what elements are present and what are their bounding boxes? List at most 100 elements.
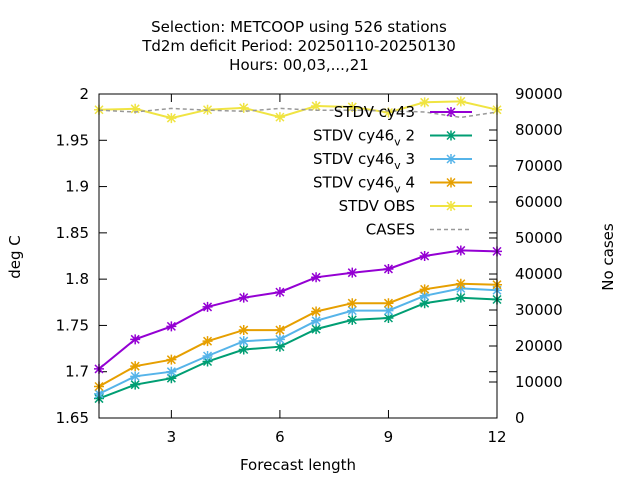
legend-label: STDV cy43 <box>334 103 415 121</box>
y-axis-label: deg C <box>6 235 24 279</box>
legend-label: STDV OBS <box>339 197 415 215</box>
series-stdv-cy46-v2 <box>94 292 502 404</box>
data-point <box>446 201 456 211</box>
data-point <box>347 305 358 316</box>
y2-tick-label: 50000 <box>515 229 563 247</box>
title-line-3: Hours: 00,03,...,21 <box>229 56 369 74</box>
data-point <box>202 356 213 367</box>
x-axis-label: Forecast length <box>240 456 356 474</box>
x-tick-label: 6 <box>275 428 285 446</box>
y-tick-label: 1.65 <box>56 409 89 427</box>
data-point <box>419 290 430 301</box>
x-tick-label: 9 <box>384 428 394 446</box>
y-tick-label: 1.75 <box>56 316 89 334</box>
data-point <box>238 336 249 347</box>
series-line <box>98 296 498 400</box>
data-point <box>311 101 322 112</box>
legend-label: STDV cy46v 4 <box>313 174 415 196</box>
y2-tick-label: 60000 <box>515 193 563 211</box>
data-point <box>311 324 322 335</box>
data-point <box>419 298 430 309</box>
plot-frame <box>98 93 498 419</box>
legend-label: STDV cy46v 2 <box>313 127 415 149</box>
x-tick-label: 12 <box>487 428 506 446</box>
x-tick-label: 3 <box>167 428 177 446</box>
y-tick-label: 1.8 <box>65 270 89 288</box>
data-point <box>419 97 430 108</box>
y2-tick-label: 80000 <box>515 121 563 139</box>
data-point <box>130 379 141 390</box>
y-tick-label: 1.95 <box>56 131 89 149</box>
data-point <box>383 313 394 324</box>
data-point <box>238 292 249 303</box>
data-point <box>202 301 213 312</box>
data-point <box>130 361 141 372</box>
data-point <box>238 102 249 113</box>
y-tick-label: 1.85 <box>56 224 89 242</box>
data-point <box>446 130 456 141</box>
legend-label: STDV cy46v 3 <box>313 150 415 172</box>
data-point <box>274 341 285 352</box>
y-tick-label: 1.9 <box>65 178 89 196</box>
data-point <box>166 366 177 377</box>
y2-tick-label: 90000 <box>515 85 563 103</box>
data-point <box>166 373 177 384</box>
data-point <box>446 107 456 117</box>
data-point <box>238 344 249 355</box>
data-point <box>166 354 177 365</box>
data-point <box>347 298 358 309</box>
data-point <box>311 315 322 326</box>
axis-ticks: 1.65 1.7 1.75 1.8 1.85 1.9 1.95 2 0 10000 20000 300… <box>56 85 563 446</box>
y2-tick-label: 40000 <box>515 265 563 283</box>
series-line <box>98 287 498 395</box>
series-layer <box>94 96 502 404</box>
data-point <box>455 278 466 289</box>
y-tick-label: 2 <box>79 85 89 103</box>
data-point <box>419 251 430 261</box>
data-point <box>202 350 213 361</box>
data-point <box>383 298 394 309</box>
data-point <box>383 263 394 274</box>
data-point <box>446 154 456 164</box>
data-point <box>383 107 394 118</box>
chart-title: Selection: METCOOP using 526 stations Td… <box>141 18 456 74</box>
title-line-2: Td2m deficit Period: 20250110-20250130 <box>141 37 456 55</box>
data-point <box>238 325 249 336</box>
y2-tick-label: 0 <box>515 409 525 427</box>
data-point <box>166 321 177 332</box>
y-tick-label: 1.7 <box>65 363 89 381</box>
data-point <box>455 292 466 303</box>
data-point <box>419 284 430 295</box>
data-point <box>130 371 141 382</box>
y2-tick-label: 30000 <box>515 301 563 319</box>
data-point <box>274 287 285 298</box>
series-stdv-cy43 <box>94 245 502 374</box>
data-point <box>347 101 358 112</box>
y2-tick-label: 70000 <box>515 157 563 175</box>
data-point <box>311 306 322 317</box>
title-line-1: Selection: METCOOP using 526 stations <box>151 18 447 36</box>
y2-tick-label: 20000 <box>515 337 563 355</box>
series-line <box>98 282 498 388</box>
data-point <box>311 272 322 283</box>
series-line <box>98 100 498 120</box>
data-point <box>274 112 285 123</box>
y2-axis-label: No cases <box>599 223 617 291</box>
data-point <box>274 325 285 336</box>
series-line <box>98 249 498 370</box>
data-point <box>383 305 394 316</box>
data-point <box>455 96 466 107</box>
y2-tick-label: 10000 <box>515 373 563 391</box>
data-point <box>202 336 213 347</box>
data-point <box>347 267 358 278</box>
data-point <box>347 314 358 325</box>
data-point <box>446 177 456 188</box>
legend-label: CASES <box>366 221 415 239</box>
data-point <box>455 245 466 256</box>
data-point <box>130 334 141 345</box>
data-point <box>274 334 285 345</box>
data-point <box>166 113 177 124</box>
data-point <box>130 103 141 114</box>
